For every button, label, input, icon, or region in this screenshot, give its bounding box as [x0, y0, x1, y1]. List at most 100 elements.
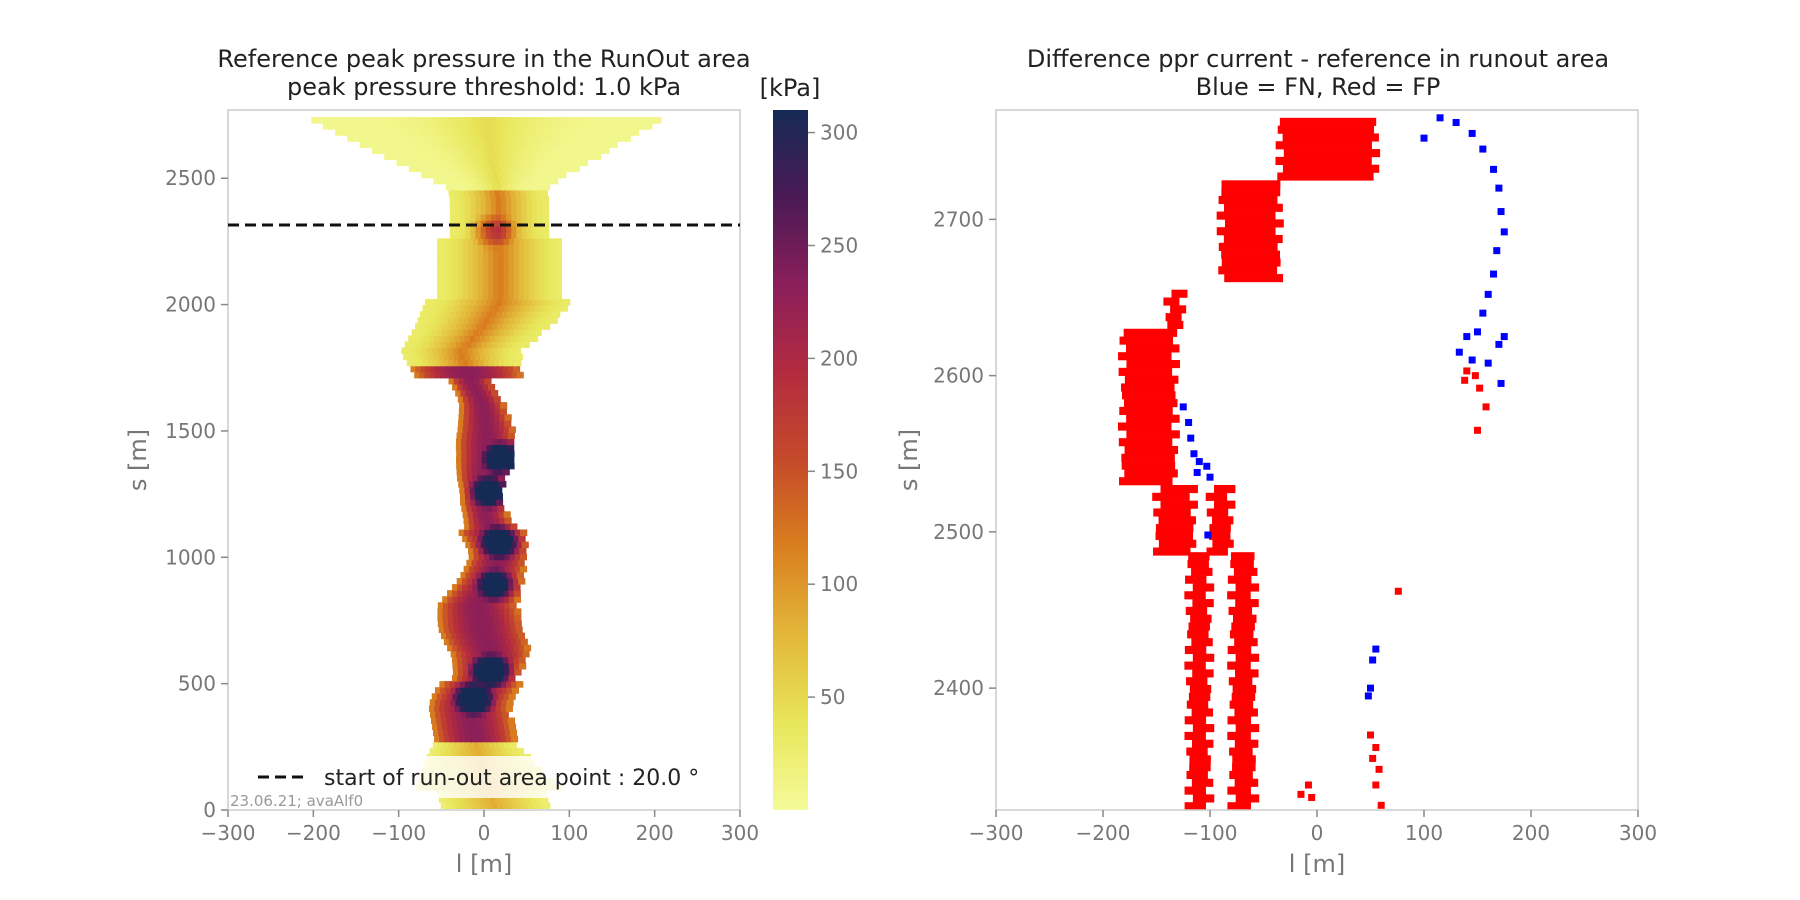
- heatmap-cell: [480, 681, 488, 688]
- heatmap-cell: [530, 177, 538, 185]
- fp-point: [1308, 794, 1316, 801]
- heatmap-cell: [474, 353, 483, 361]
- heatmap-cell: [493, 668, 502, 676]
- heatmap-cell: [499, 741, 507, 749]
- heatmap-cell: [460, 687, 468, 694]
- heatmap-cell: [453, 620, 461, 628]
- heatmap-cell: [400, 141, 408, 148]
- heatmap-cell: [495, 232, 504, 239]
- heatmap-cell: [501, 699, 509, 706]
- heatmap-cell: [372, 135, 381, 142]
- heatmap-cell: [444, 681, 452, 688]
- heatmap-cell: [481, 687, 489, 694]
- heatmap-cell: [422, 129, 430, 136]
- heatmap-cell: [499, 408, 508, 415]
- heatmap-cell: [609, 123, 617, 130]
- heatmap-cell: [485, 335, 493, 342]
- heatmap-cell: [579, 141, 588, 148]
- heatmap-cell: [429, 165, 437, 173]
- heatmap-cell: [569, 141, 577, 148]
- heatmap-cell: [377, 147, 385, 154]
- heatmap-cell: [508, 280, 516, 288]
- heatmap-cell: [435, 153, 443, 161]
- heatmap-cell: [491, 711, 499, 719]
- heatmap-cell: [504, 602, 512, 609]
- heatmap-cell: [478, 414, 487, 421]
- heatmap-cell: [462, 383, 470, 391]
- heatmap-cell: [517, 341, 525, 349]
- heatmap-cell: [472, 292, 481, 300]
- heatmap-cell: [506, 201, 514, 209]
- heatmap-cell: [508, 250, 516, 258]
- heatmap-cell: [503, 238, 511, 245]
- heatmap-cell: [483, 420, 491, 427]
- heatmap-cell: [529, 280, 537, 288]
- heatmap-cell: [473, 517, 481, 524]
- heatmap-cell: [498, 693, 506, 700]
- heatmap-cell: [468, 396, 476, 403]
- heatmap-cell: [572, 165, 580, 173]
- heatmap-cell: [511, 571, 519, 579]
- heatmap-cell: [448, 729, 456, 737]
- heatmap-cell: [480, 232, 488, 239]
- heatmap-cell: [503, 656, 511, 664]
- heatmap-cell: [536, 117, 544, 124]
- heatmap-cell: [473, 159, 481, 167]
- heatmap-cell: [472, 578, 480, 585]
- fn-point: [1364, 692, 1372, 700]
- heatmap-cell: [547, 299, 555, 306]
- heatmap-cell: [517, 632, 525, 640]
- heatmap-cell: [411, 329, 419, 336]
- heatmap-cell: [468, 517, 476, 524]
- heatmap-cell: [508, 675, 516, 682]
- heatmap-cell: [475, 699, 484, 706]
- right-x-tick-label: −100: [1183, 821, 1238, 845]
- heatmap-cell: [508, 274, 516, 282]
- heatmap-cell: [491, 323, 500, 330]
- heatmap-cell: [508, 244, 516, 252]
- fn-point: [1203, 462, 1211, 470]
- heatmap-cell: [513, 535, 521, 543]
- heatmap-cell: [553, 311, 561, 318]
- heatmap-cell: [493, 644, 501, 652]
- heatmap-cell: [498, 596, 506, 603]
- heatmap-cell: [321, 117, 329, 124]
- right-title-line1: Difference ppr current - reference in ru…: [1027, 45, 1609, 73]
- heatmap-cell: [490, 226, 499, 233]
- heatmap-cell: [508, 171, 516, 179]
- heatmap-cell: [425, 323, 433, 330]
- heatmap-cell: [462, 250, 470, 258]
- heatmap-cell: [544, 292, 552, 300]
- heatmap-cell: [481, 505, 489, 512]
- heatmap-cell: [509, 608, 517, 615]
- heatmap-cell: [506, 299, 515, 306]
- heatmap-cell: [532, 153, 540, 161]
- heatmap-cell: [472, 141, 480, 148]
- heatmap-cell: [401, 347, 409, 355]
- heatmap-cell: [438, 147, 446, 154]
- heatmap-cell: [445, 687, 453, 694]
- heatmap-cell: [504, 553, 512, 561]
- heatmap-cell: [486, 183, 494, 191]
- heatmap-cell: [429, 711, 438, 719]
- heatmap-cell: [548, 153, 556, 161]
- heatmap-cell: [505, 353, 513, 361]
- heatmap-cell: [497, 171, 506, 179]
- heatmap-cell: [507, 632, 515, 640]
- heatmap-cell: [518, 256, 527, 264]
- heatmap-cell: [445, 699, 453, 706]
- heatmap-cell: [596, 129, 604, 136]
- heatmap-cell: [483, 329, 491, 336]
- heatmap-cell: [494, 177, 503, 185]
- heatmap-cell: [472, 383, 480, 391]
- heatmap-cell: [475, 371, 483, 379]
- heatmap-cell: [516, 201, 524, 209]
- heatmap-cell: [452, 280, 460, 288]
- heatmap-cell: [449, 220, 458, 227]
- heatmap-cell: [532, 323, 541, 330]
- heatmap-cell: [378, 135, 386, 142]
- heatmap-cell: [492, 141, 500, 148]
- heatmap-cell: [475, 499, 483, 506]
- heatmap-cell: [436, 365, 444, 373]
- heatmap-cell: [470, 232, 478, 239]
